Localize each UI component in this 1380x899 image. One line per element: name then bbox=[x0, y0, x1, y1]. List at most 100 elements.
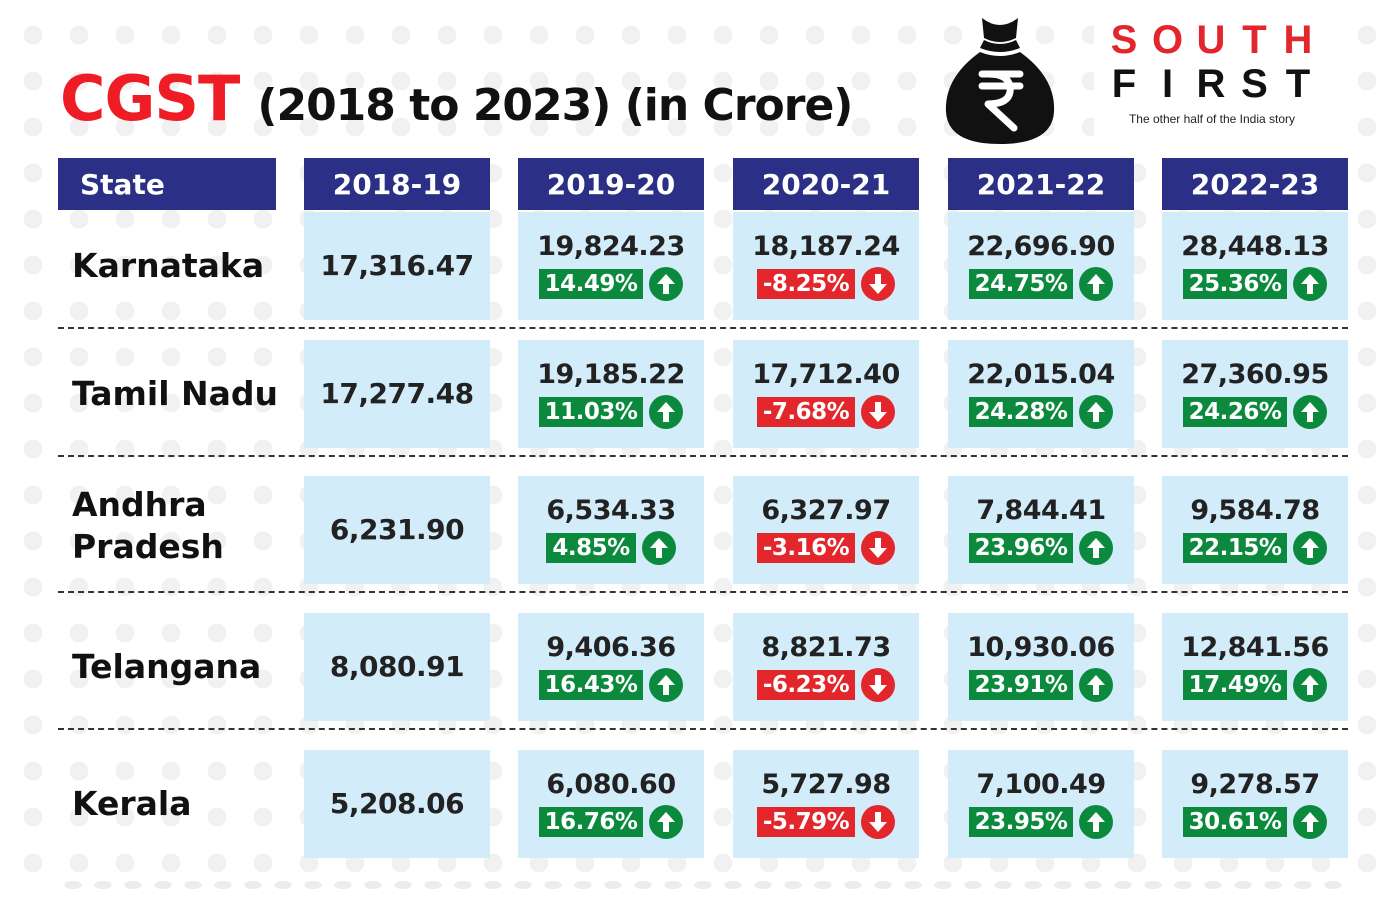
column-header-year: 2018-19 bbox=[304, 158, 490, 210]
change-indicator: 4.85% bbox=[546, 531, 676, 565]
logo-letter: T bbox=[1242, 18, 1267, 62]
data-cell: 6,327.97 -3.16% bbox=[733, 476, 919, 584]
column-header-year: 2021-22 bbox=[948, 158, 1134, 210]
cgst-value: 17,277.48 bbox=[320, 377, 474, 410]
arrow-up-icon bbox=[649, 668, 684, 702]
change-indicator: 23.96% bbox=[968, 531, 1114, 565]
cgst-value: 28,448.13 bbox=[1181, 231, 1329, 262]
data-cell: 6,231.90 bbox=[304, 476, 490, 584]
arrow-down-icon bbox=[861, 531, 896, 565]
change-indicator: -8.25% bbox=[756, 267, 896, 301]
change-indicator: -6.23% bbox=[756, 668, 896, 702]
cgst-value: 27,360.95 bbox=[1181, 359, 1329, 390]
data-cell: 19,824.23 14.49% bbox=[518, 212, 704, 320]
row-divider bbox=[58, 728, 1348, 730]
data-cell: 17,316.47 bbox=[304, 212, 490, 320]
arrow-down-icon bbox=[861, 805, 896, 839]
change-badge: 17.49% bbox=[1182, 670, 1288, 700]
cgst-value: 8,821.73 bbox=[761, 632, 891, 663]
arrow-up-icon bbox=[1293, 267, 1328, 301]
change-indicator: 23.95% bbox=[968, 805, 1114, 839]
data-cell: 12,841.56 17.49% bbox=[1162, 613, 1348, 721]
data-cell: 22,696.90 24.75% bbox=[948, 212, 1134, 320]
logo-letter: H bbox=[1283, 18, 1313, 62]
arrow-down-icon bbox=[861, 395, 896, 429]
data-cell: 9,278.57 30.61% bbox=[1162, 750, 1348, 858]
cgst-value: 7,100.49 bbox=[976, 769, 1106, 800]
cgst-value: 18,187.24 bbox=[752, 231, 900, 262]
cgst-value: 5,208.06 bbox=[329, 787, 465, 820]
data-cell: 5,727.98 -5.79% bbox=[733, 750, 919, 858]
state-name: Kerala bbox=[72, 784, 192, 823]
arrow-up-icon bbox=[1293, 668, 1328, 702]
cgst-value: 6,534.33 bbox=[546, 495, 676, 526]
change-badge: -5.79% bbox=[756, 807, 856, 837]
cgst-value: 12,841.56 bbox=[1181, 632, 1329, 663]
data-cell: 17,712.40 -7.68% bbox=[733, 340, 919, 448]
cgst-value: 9,584.78 bbox=[1190, 495, 1320, 526]
cgst-value: 8,080.91 bbox=[329, 650, 465, 683]
logo-letter: F bbox=[1111, 62, 1137, 106]
change-indicator: 16.43% bbox=[538, 668, 684, 702]
logo-letter: S bbox=[1241, 62, 1268, 106]
change-badge: -8.25% bbox=[756, 269, 856, 299]
change-badge: 24.28% bbox=[968, 397, 1074, 427]
change-badge: 4.85% bbox=[546, 533, 636, 563]
data-cell: 17,277.48 bbox=[304, 340, 490, 448]
change-badge: 24.75% bbox=[968, 269, 1074, 299]
change-badge: 14.49% bbox=[538, 269, 644, 299]
arrow-up-icon bbox=[649, 395, 684, 429]
change-badge: 23.96% bbox=[968, 533, 1074, 563]
arrow-up-icon bbox=[1079, 395, 1114, 429]
title-rest: (2018 to 2023) (in Crore) bbox=[257, 80, 853, 131]
arrow-up-icon bbox=[1293, 395, 1328, 429]
data-cell: 8,821.73 -6.23% bbox=[733, 613, 919, 721]
page-title: CGST (2018 to 2023) (in Crore) bbox=[60, 62, 853, 142]
data-cell: 9,584.78 22.15% bbox=[1162, 476, 1348, 584]
column-header-year: 2019-20 bbox=[518, 158, 704, 210]
row-divider bbox=[58, 455, 1348, 457]
data-cell: 7,100.49 23.95% bbox=[948, 750, 1134, 858]
data-cell: 6,534.33 4.85% bbox=[518, 476, 704, 584]
data-cell: 10,930.06 23.91% bbox=[948, 613, 1134, 721]
data-cell: 28,448.13 25.36% bbox=[1162, 212, 1348, 320]
logo-letter: T bbox=[1285, 62, 1311, 106]
cgst-value: 9,278.57 bbox=[1190, 769, 1320, 800]
cgst-value: 19,185.22 bbox=[537, 359, 685, 390]
arrow-up-icon bbox=[1079, 531, 1114, 565]
arrow-up-icon bbox=[1293, 531, 1328, 565]
change-badge: 22.15% bbox=[1182, 533, 1288, 563]
change-indicator: -5.79% bbox=[756, 805, 896, 839]
cgst-value: 22,015.04 bbox=[967, 359, 1115, 390]
change-badge: 30.61% bbox=[1182, 807, 1288, 837]
money-bag-rupee-icon bbox=[945, 18, 1055, 144]
logo-tagline: The other half of the India story bbox=[1128, 112, 1296, 126]
change-indicator: -7.68% bbox=[756, 395, 896, 429]
change-badge: 23.95% bbox=[968, 807, 1074, 837]
change-indicator: 30.61% bbox=[1182, 805, 1328, 839]
change-badge: 24.26% bbox=[1182, 397, 1288, 427]
cgst-value: 10,930.06 bbox=[967, 632, 1115, 663]
column-header-state: State bbox=[58, 158, 276, 210]
arrow-up-icon bbox=[1079, 805, 1114, 839]
cgst-value: 6,080.60 bbox=[546, 769, 676, 800]
row-divider bbox=[58, 591, 1348, 593]
change-indicator: 16.76% bbox=[538, 805, 684, 839]
change-indicator: 17.49% bbox=[1182, 668, 1328, 702]
change-badge: -3.16% bbox=[756, 533, 856, 563]
arrow-up-icon bbox=[1079, 668, 1114, 702]
column-header-year: 2020-21 bbox=[733, 158, 919, 210]
cgst-value: 6,231.90 bbox=[329, 513, 465, 546]
data-cell: 6,080.60 16.76% bbox=[518, 750, 704, 858]
cgst-value: 7,844.41 bbox=[976, 495, 1106, 526]
logo-letter: O bbox=[1151, 18, 1184, 62]
change-indicator: 25.36% bbox=[1182, 267, 1328, 301]
data-cell: 9,406.36 16.43% bbox=[518, 613, 704, 721]
logo-letter: I bbox=[1161, 62, 1174, 106]
data-cell: 8,080.91 bbox=[304, 613, 490, 721]
change-indicator: -3.16% bbox=[756, 531, 896, 565]
title-main: CGST bbox=[60, 62, 240, 135]
change-badge: 25.36% bbox=[1182, 269, 1288, 299]
